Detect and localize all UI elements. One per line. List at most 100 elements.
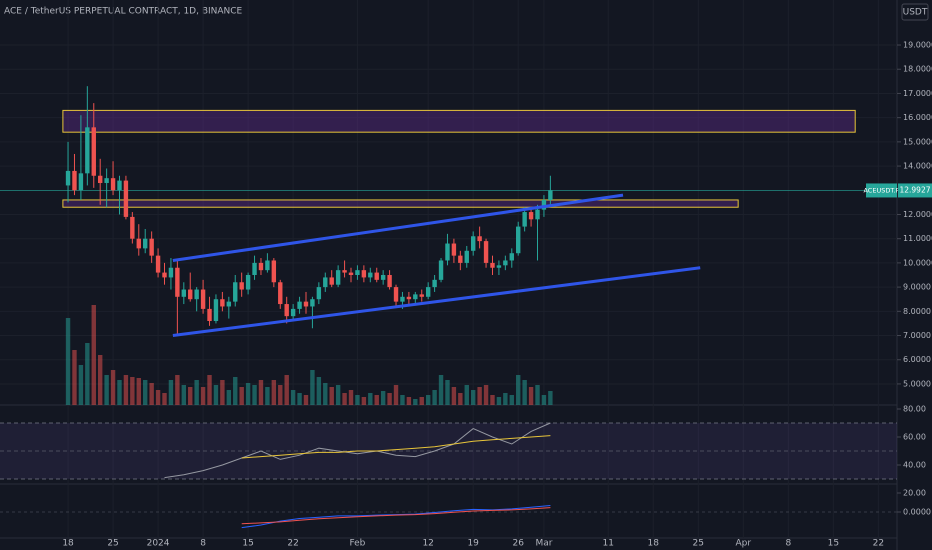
volume-bar (175, 375, 180, 405)
volume-bar (509, 395, 514, 405)
volume-bar (329, 387, 334, 405)
volume-bar (155, 390, 161, 405)
y-tick-label: 14.0000 (903, 162, 932, 171)
volume-bar (265, 387, 270, 405)
indicator-line (241, 507, 551, 525)
volume-bar (368, 393, 373, 405)
candle-body (406, 296, 412, 300)
volume-bar (316, 377, 322, 405)
candle-body (162, 272, 167, 278)
volume-bar (380, 391, 386, 405)
volume-bar (233, 377, 238, 405)
candle-body (143, 238, 148, 249)
volume-bar (464, 385, 469, 405)
candle-body (245, 275, 251, 290)
candle-body (541, 199, 547, 210)
x-tick-label: 22 (287, 539, 298, 549)
candle-body (470, 236, 476, 251)
volume-bar (393, 385, 399, 405)
candle-body (239, 282, 244, 290)
candle-body (207, 308, 212, 321)
volume-bar (361, 397, 367, 405)
candle-body (220, 299, 225, 307)
currency[interactable]: USDT (903, 8, 928, 18)
candle-body (419, 294, 424, 297)
volume-bar (226, 390, 232, 405)
candle-body (155, 255, 161, 273)
candle-body (85, 127, 90, 174)
volume-bar (181, 385, 186, 405)
volume-bar (290, 390, 296, 405)
x-tick-label: Mar (535, 539, 552, 549)
volume-bar (438, 375, 444, 405)
y-tick-label: 40.00 (903, 461, 926, 470)
candle-body (393, 287, 399, 302)
candle-body (200, 289, 206, 309)
candle-body (188, 289, 193, 300)
candle-body (265, 260, 270, 271)
y-tick-label: 15.0000 (903, 137, 932, 146)
volume-bar (104, 375, 109, 405)
volume-bar (335, 385, 341, 405)
volume-bar (207, 375, 212, 405)
candle-body (78, 173, 84, 191)
symbol-tag-bg (866, 183, 897, 198)
zone (62, 109, 856, 133)
volume-bar (496, 397, 502, 405)
y-tick-label: 8.0000 (903, 307, 931, 316)
candle-body (91, 127, 96, 176)
volume-bar (85, 343, 90, 405)
candle-body (316, 287, 322, 300)
candle-body (342, 270, 347, 273)
currency-box[interactable] (901, 3, 929, 21)
candle-body (425, 287, 431, 297)
y-tick-label: 18.0000 (903, 65, 932, 74)
candle-body (72, 170, 77, 191)
volume-bar (91, 305, 96, 405)
volume-bar (483, 385, 489, 405)
y-tick-label: 0.0000 (903, 508, 931, 517)
candle-body (368, 272, 373, 278)
volume-bar (284, 375, 289, 405)
volume-bar (348, 390, 354, 405)
candle-body (97, 175, 103, 184)
volume-bar (123, 375, 129, 405)
volume-bar (136, 378, 141, 405)
candle-body (335, 270, 341, 285)
candle-body (323, 277, 328, 288)
candle-body (136, 238, 141, 249)
candle-body (271, 260, 277, 283)
candle-body (181, 289, 186, 297)
volume-bar (194, 380, 199, 405)
volume-bar (477, 387, 482, 405)
volume-bar (162, 393, 167, 405)
x-tick-label: 26 (512, 539, 524, 549)
channel-line (172, 266, 701, 338)
x-tick-label: 8 (785, 539, 791, 549)
volume-bar (458, 393, 463, 405)
candle-body (194, 289, 199, 300)
candle-body (496, 265, 502, 268)
indicator-line (164, 422, 551, 479)
candle-body (348, 272, 354, 276)
volume-bar (516, 375, 521, 405)
volume-bar (490, 395, 495, 405)
x-tick-label: 25 (107, 539, 118, 549)
y-tick-label: 12.0000 (903, 210, 932, 219)
x-tick-label: 18 (62, 539, 74, 549)
zone (62, 199, 739, 208)
candle-body (548, 190, 553, 200)
candle-body (226, 301, 232, 307)
volume-bar (413, 399, 418, 405)
volume-bar (72, 350, 77, 405)
x-tick-label: 11 (603, 539, 614, 549)
candle-body (400, 296, 405, 302)
x-tick-label: 25 (693, 539, 704, 549)
volume-bar (130, 377, 135, 405)
candle-body (149, 238, 154, 256)
candle-body (117, 180, 122, 191)
candle-body (329, 277, 334, 285)
candle-body (432, 279, 437, 288)
x-tick-label: 2024 (147, 539, 170, 549)
